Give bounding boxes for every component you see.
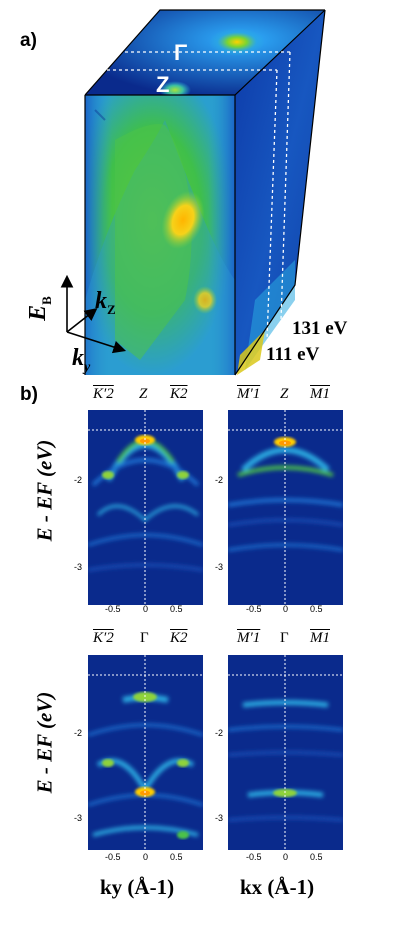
- hs-label: K2: [170, 386, 188, 402]
- xtick: 0: [283, 852, 289, 862]
- band-map-row2-left: [88, 655, 203, 850]
- xtick: -0.5: [246, 604, 262, 614]
- xtick: -0.5: [246, 852, 262, 862]
- ylabel-row1: E - EF (eV): [32, 439, 57, 542]
- energy-label-131: 131 eV: [292, 318, 348, 339]
- xtick: 0.5: [170, 604, 183, 614]
- xlabel-ky: ky (Å-1): [100, 875, 175, 899]
- hs-label: K2: [170, 630, 188, 646]
- hs-label: K′2: [93, 630, 114, 646]
- xtick: -0.5: [105, 852, 121, 862]
- ytick-row1-right-m2: -2: [215, 475, 224, 485]
- hs-label: Γ: [140, 630, 149, 646]
- xtick: 0: [143, 604, 149, 614]
- ytick-row2-left-m2: -2: [74, 728, 83, 738]
- hs-label: M1: [310, 630, 330, 646]
- ylabel-row2: E - EF (eV): [32, 691, 57, 794]
- panel-a-label: a): [20, 30, 37, 51]
- ytick-row2-left-m3: -3: [74, 813, 83, 823]
- xtick: 0.5: [310, 852, 323, 862]
- axis-kz-label: kZ: [95, 288, 116, 317]
- xtick: -0.5: [105, 604, 121, 614]
- row1-left-labels: K′2 Z K2: [88, 386, 203, 408]
- axes-triad: [60, 274, 127, 354]
- ytick-row1-left-m3: -3: [74, 562, 83, 572]
- z-point-label-top: Z: [156, 72, 170, 97]
- hs-label: Z: [139, 386, 148, 402]
- band-map-row1-left: [88, 410, 203, 605]
- row2-right-labels: M′1 Γ M1: [232, 630, 347, 652]
- row2-left-labels: K′2 Γ K2: [88, 630, 203, 652]
- hs-label: Z: [280, 386, 289, 402]
- axis-eb-label: EB: [25, 296, 54, 321]
- hs-label: Γ: [280, 630, 289, 646]
- energy-label-111: 111 eV: [266, 344, 320, 365]
- hs-label: M1: [310, 386, 330, 402]
- gamma-point-label-top: Γ: [174, 40, 188, 65]
- hs-label: M′1: [237, 386, 261, 402]
- band-map-row2-right: [228, 655, 343, 850]
- hs-label: M′1: [237, 630, 261, 646]
- xtick: 0: [143, 852, 149, 862]
- ytick-row2-right-m2: -2: [215, 728, 224, 738]
- arpes-3d-cube: [84, 9, 326, 376]
- row1-right-labels: M′1 Z M1: [232, 386, 347, 408]
- ytick-row1-left-m2: -2: [74, 475, 83, 485]
- hs-label: K′2: [93, 386, 114, 402]
- band-map-row1-right: [228, 410, 343, 605]
- ytick-row1-right-m3: -3: [215, 562, 224, 572]
- xtick: 0.5: [170, 852, 183, 862]
- xtick: 0: [283, 604, 289, 614]
- ytick-row2-right-m3: -3: [215, 813, 224, 823]
- xlabel-kx: kx (Å-1): [240, 875, 315, 899]
- panel-b-label: b): [20, 384, 38, 405]
- axis-ky-label: ky: [72, 345, 91, 375]
- xtick: 0.5: [310, 604, 323, 614]
